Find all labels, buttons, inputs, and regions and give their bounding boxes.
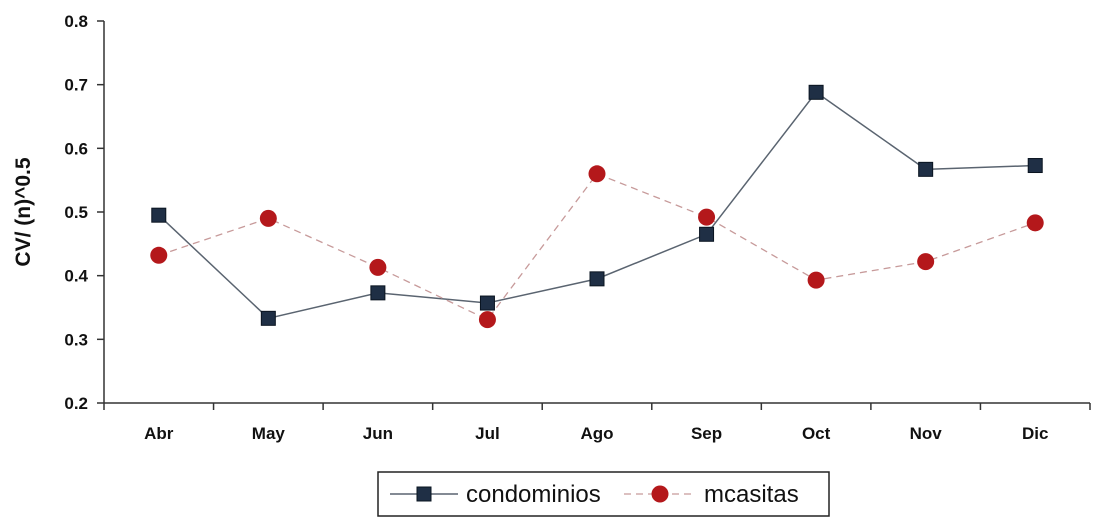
legend-label: mcasitas [704,481,799,508]
data-point-square [1027,158,1043,174]
data-point-circle [588,165,606,183]
data-point-square [151,207,167,223]
y-tick-label: 0.3 [64,330,88,349]
x-tick-label: Oct [802,424,831,443]
x-tick-label: May [252,424,286,443]
x-ticks: Abr May Jun Jul Ago Sep Oct Nov Dic [103,403,1091,443]
data-point-circle [259,209,277,227]
data-point-circle [478,311,496,329]
x-tick-label: Abr [144,424,174,443]
data-point-square [370,285,386,301]
data-point-circle [917,253,935,271]
legend-marker-circle [651,485,669,503]
data-point-square [589,271,605,287]
data-point-circle [369,258,387,276]
legend-label: condominios [466,481,601,508]
legend: condominios mcasitas [377,471,830,517]
y-tick-label: 0.2 [64,394,88,413]
series-mcasitas [150,165,1044,329]
y-axis-title: CV/ (n)^0.5 [12,157,35,266]
x-tick-label: Sep [691,424,722,443]
data-point-square [479,295,495,311]
y-tick-label: 0.4 [64,267,88,286]
x-tick-label: Jun [363,424,393,443]
data-point-square [808,84,824,100]
series-layer [150,84,1044,329]
data-point-square [918,161,934,177]
y-tick-label: 0.5 [64,203,88,222]
x-tick-label: Jul [475,424,500,443]
data-point-circle [1026,214,1044,232]
data-point-circle [698,208,716,226]
axes [103,21,1090,404]
y-tick-label: 0.8 [64,12,88,31]
data-point-square [260,310,276,326]
series-condominios [151,84,1043,326]
x-tick-label: Dic [1022,424,1048,443]
legend-marker-square [416,486,432,502]
data-point-circle [807,271,825,289]
data-point-circle [150,246,168,264]
x-tick-label: Nov [910,424,943,443]
series-line [158,173,1036,321]
data-point-square [699,226,715,242]
y-ticks: 0.2 0.3 0.4 0.5 0.6 0.7 0.8 [64,12,104,413]
y-tick-label: 0.7 [64,76,88,95]
y-tick-label: 0.6 [64,139,88,158]
x-tick-label: Ago [580,424,613,443]
